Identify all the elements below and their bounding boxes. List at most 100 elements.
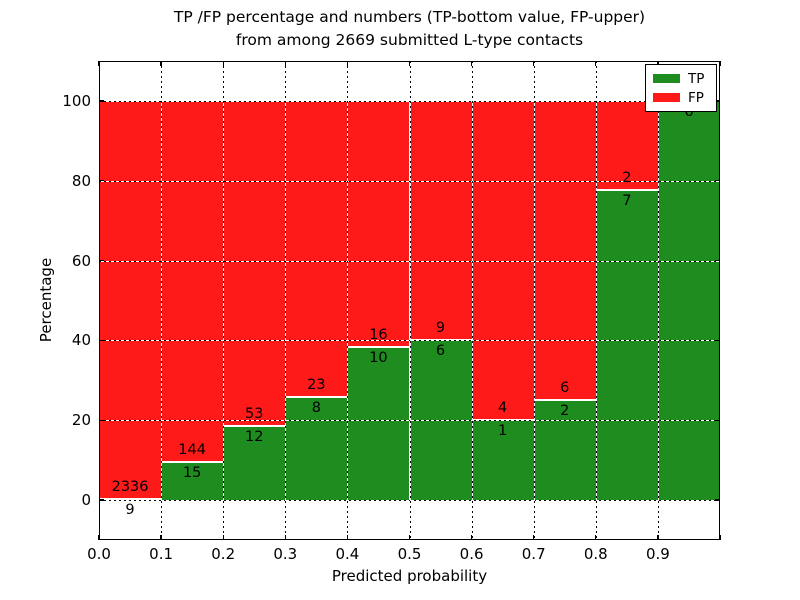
legend: TP FP [645, 64, 717, 112]
v-gridline [657, 61, 659, 540]
y-tick-mark [99, 100, 104, 102]
legend-swatch-fp [653, 93, 680, 102]
v-gridline [595, 61, 597, 540]
segment-boundary [161, 461, 224, 464]
x-tick-mark [408, 535, 411, 540]
x-tick-mark [222, 535, 224, 540]
fp-count-label: 144 [178, 442, 206, 459]
tp-bar-segment [657, 100, 720, 501]
segment-boundary [533, 399, 596, 402]
y-tick-mark-right [715, 339, 720, 342]
tp-count-label: 7 [622, 192, 632, 209]
y-tick-label: 80 [71, 171, 91, 190]
x-tick-mark-top [595, 61, 597, 66]
y-tick-mark-right [715, 499, 720, 501]
x-tick-label: 0.9 [645, 545, 670, 563]
x-tick-mark [657, 535, 659, 540]
tp-count-label: 1 [498, 423, 508, 440]
fp-bar-segment [223, 100, 286, 427]
fp-bar-segment [161, 100, 224, 463]
fp-count-label: 53 [245, 406, 264, 423]
tp-bar-segment [161, 462, 224, 501]
tp-bar-segment [471, 420, 534, 501]
x-tick-label: 0.6 [459, 545, 484, 563]
tp-bar-segment [533, 400, 596, 501]
legend-swatch-tp [653, 74, 680, 83]
y-tick-mark [99, 339, 104, 342]
segment-boundary [285, 396, 348, 399]
x-tick-mark [470, 535, 473, 540]
legend-label-tp: TP [688, 70, 705, 87]
fp-bar-segment [285, 100, 348, 398]
y-tick-label: 40 [71, 331, 91, 350]
x-tick-mark-top [160, 61, 162, 66]
tp-count-label: 15 [182, 465, 202, 482]
fp-bar-segment [533, 100, 596, 401]
y-tick-mark [99, 419, 104, 421]
chart-title: TP /FP percentage and numbers (TP-bottom… [99, 6, 720, 52]
y-tick-mark-right [715, 419, 720, 421]
x-tick-label: 0.4 [335, 545, 360, 563]
x-tick-label: 0.1 [149, 545, 174, 563]
x-tick-mark-top [657, 61, 659, 66]
x-tick-label: 0.5 [397, 545, 422, 563]
tp-count-label: 10 [369, 349, 388, 366]
y-tick-mark [99, 259, 104, 262]
v-gridline [223, 61, 225, 540]
v-gridline [161, 61, 163, 540]
tp-count-label: 2 [560, 403, 570, 420]
fp-bar-segment [347, 100, 410, 347]
v-gridline [347, 61, 349, 540]
chart-title-line2: from among 2669 submitted L-type contact… [235, 31, 584, 49]
x-tick-label: 0.2 [211, 545, 236, 563]
tp-bar-segment [595, 189, 658, 501]
y-tick-mark [99, 499, 104, 501]
x-tick-mark-top [346, 61, 349, 66]
x-tick-mark [284, 535, 286, 540]
v-gridline [409, 61, 411, 540]
fp-count-label: 2 [622, 169, 632, 186]
y-tick-mark-right [715, 259, 720, 262]
fp-count-label: 16 [369, 326, 388, 343]
tp-bar-segment [347, 346, 410, 501]
y-tick-label: 60 [71, 251, 91, 270]
y-tick-label: 20 [71, 411, 91, 430]
chart-title-line1: TP /FP percentage and numbers (TP-bottom… [173, 8, 646, 26]
fp-count-label: 4 [498, 400, 508, 417]
v-gridline [285, 61, 287, 540]
x-tick-mark-top [533, 61, 535, 66]
x-tick-mark-top [408, 61, 411, 66]
y-tick-mark [99, 180, 104, 182]
fp-bar-segment [595, 100, 658, 190]
fp-count-label: 6 [560, 380, 570, 397]
fp-bar-segment [471, 100, 534, 421]
y-tick-label: 0 [81, 491, 91, 510]
plot-area: 2336914415531223816109641622706 [98, 61, 721, 540]
segment-boundary [595, 188, 658, 191]
fp-bar-segment [409, 100, 472, 341]
tp-count-label: 12 [245, 429, 264, 446]
x-axis-label: Predicted probability [331, 567, 488, 585]
fp-count-label: 9 [435, 320, 446, 337]
segment-boundary [99, 497, 162, 500]
legend-row: FP [653, 91, 709, 105]
y-tick-mark-right [715, 180, 720, 182]
legend-row: TP [653, 72, 709, 86]
segment-boundary [223, 425, 286, 428]
x-tick-mark-top [222, 61, 224, 66]
legend-label-fp: FP [688, 89, 704, 106]
tp-count-label: 9 [125, 501, 135, 518]
x-tick-mark-top [284, 61, 286, 66]
fp-count-label: 23 [307, 377, 326, 394]
x-tick-mark [160, 535, 162, 540]
x-tick-mark [533, 535, 535, 540]
tp-bar-segment [285, 397, 348, 501]
x-tick-mark [346, 535, 349, 540]
x-tick-label: 0.8 [583, 545, 608, 563]
fp-count-label: 2336 [111, 478, 149, 495]
y-tick-mark-right [715, 100, 720, 102]
segment-boundary [347, 345, 410, 348]
x-tick-label: 0.7 [521, 545, 546, 563]
y-tick-label: 100 [62, 91, 91, 110]
v-gridline [471, 61, 473, 540]
